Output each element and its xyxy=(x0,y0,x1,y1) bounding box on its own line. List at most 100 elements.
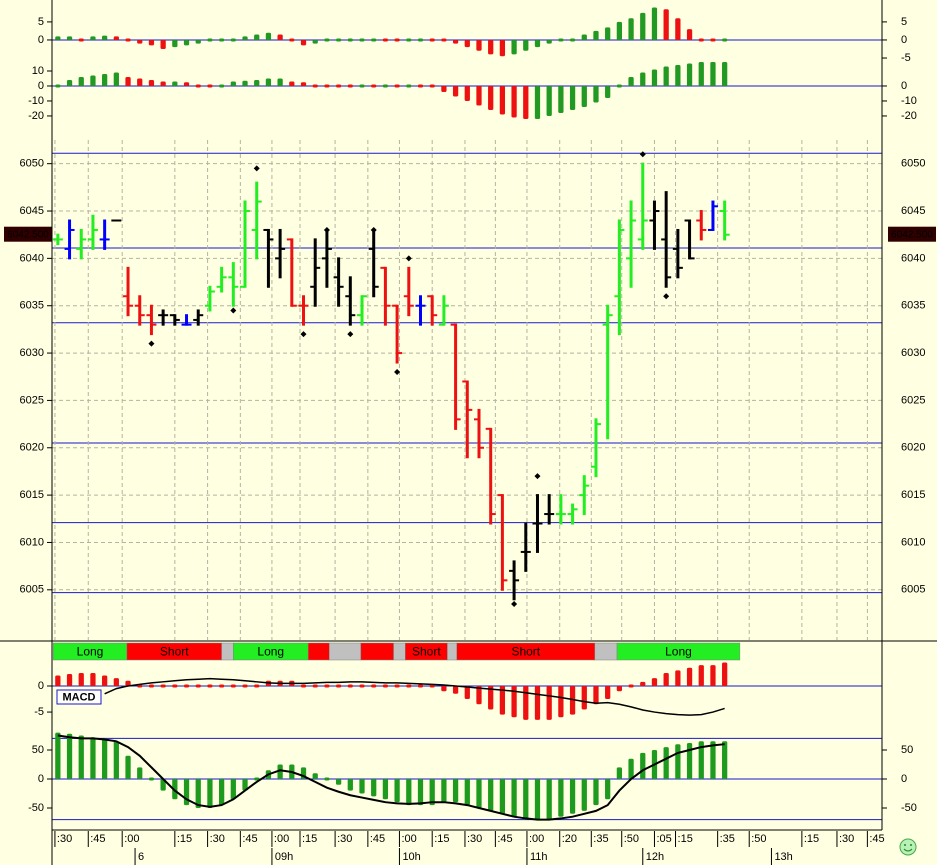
histogram-bar xyxy=(382,84,389,88)
y2-tick-label: 6030 xyxy=(901,347,925,359)
signal-segment xyxy=(447,642,458,661)
histogram-bar xyxy=(335,684,342,688)
histogram-bar xyxy=(686,29,693,40)
x-tick-label: :15 xyxy=(434,833,449,845)
histogram-bar xyxy=(441,85,447,92)
signal-label: Short xyxy=(511,645,540,659)
y-tick-label: 10 xyxy=(32,65,44,77)
x-tick-label: :45 xyxy=(90,833,105,845)
histogram-bar xyxy=(172,81,178,86)
y2-tick-label: -20 xyxy=(901,110,917,122)
x-tick-label: :45 xyxy=(869,833,884,845)
last-price-box xyxy=(888,226,936,242)
histogram-bar xyxy=(289,81,295,86)
histogram-bar xyxy=(593,30,599,40)
x-tick-label: :00 xyxy=(401,833,416,845)
y-tick-label: 6035 xyxy=(20,300,44,312)
x-tick-label: :15 xyxy=(804,833,819,845)
pivot-marker xyxy=(323,226,330,233)
histogram-bar xyxy=(242,80,248,86)
histogram-bar xyxy=(125,76,131,86)
x-tick-label: :45 xyxy=(242,833,257,845)
x-tick-label: :30 xyxy=(467,833,482,845)
y2-tick-label: 6045 xyxy=(901,205,925,217)
y2-tick-label: 6015 xyxy=(901,489,925,501)
histogram-bar xyxy=(137,78,143,86)
histogram-bar xyxy=(195,778,201,808)
histogram-bar xyxy=(66,733,73,779)
histogram-bar xyxy=(569,85,576,110)
histogram-bar xyxy=(675,670,681,686)
x-hour-label: 09h xyxy=(275,851,293,863)
histogram-bar xyxy=(651,69,658,86)
histogram-bar xyxy=(464,85,470,101)
histogram-bar xyxy=(628,758,634,779)
y-tick-label: 5 xyxy=(38,16,44,28)
histogram-bar xyxy=(242,684,248,688)
histogram-bar xyxy=(242,36,248,40)
histogram-bar xyxy=(663,9,669,40)
histogram-bar xyxy=(558,85,564,113)
signal-segment xyxy=(329,642,362,661)
histogram-bar xyxy=(254,34,260,40)
histogram-bar xyxy=(148,777,155,781)
histogram-bar xyxy=(675,18,681,40)
y2-tick-label: -10 xyxy=(901,95,917,107)
x-hour-label: 12h xyxy=(646,851,664,863)
y2-tick-label: -50 xyxy=(901,802,917,814)
y2-tick-label: 6010 xyxy=(901,536,925,548)
histogram-bar xyxy=(172,684,178,688)
pivot-marker xyxy=(148,340,155,347)
histogram-bar xyxy=(207,778,213,808)
histogram-bar xyxy=(55,84,61,88)
histogram-bar xyxy=(242,778,248,791)
y-tick-label: 0 xyxy=(38,80,44,92)
histogram-bar xyxy=(488,85,494,110)
histogram-bar xyxy=(218,38,225,42)
histogram-bar xyxy=(66,36,73,40)
histogram-bar xyxy=(663,66,669,86)
status-icon-mouth xyxy=(903,848,913,852)
histogram-bar xyxy=(429,84,435,88)
histogram-bar xyxy=(710,62,716,86)
histogram-bar xyxy=(324,777,330,781)
y-tick-label: 50 xyxy=(32,744,44,756)
status-icon-eye xyxy=(910,844,912,846)
histogram-bar xyxy=(511,39,517,55)
histogram-bar xyxy=(663,747,669,779)
histogram-bar xyxy=(406,38,412,42)
histogram-bar xyxy=(324,684,330,688)
histogram-bar xyxy=(335,38,342,42)
histogram-bar xyxy=(722,38,728,42)
histogram-bar xyxy=(359,38,365,42)
signal-segment xyxy=(360,642,394,661)
indicator-line xyxy=(57,734,725,821)
histogram-bar xyxy=(651,678,658,686)
histogram-bar xyxy=(476,685,482,705)
x-tick-label: :30 xyxy=(57,833,72,845)
y2-tick-label: 6040 xyxy=(901,252,925,264)
histogram-bar xyxy=(382,38,389,42)
histogram-bar xyxy=(102,738,108,779)
histogram-bar xyxy=(476,39,482,51)
signal-segment xyxy=(221,642,234,661)
y2-tick-label: 6005 xyxy=(901,584,925,596)
histogram-bar xyxy=(511,685,517,718)
histogram-bar xyxy=(230,81,236,86)
histogram-bar xyxy=(102,35,108,40)
histogram-bar xyxy=(511,778,517,817)
pivot-marker xyxy=(394,369,401,376)
histogram-bar xyxy=(55,36,61,40)
y-tick-label: 6005 xyxy=(20,584,44,596)
histogram-bar xyxy=(90,36,96,40)
histogram-bar xyxy=(628,18,634,40)
histogram-bar xyxy=(312,684,318,688)
histogram-bar xyxy=(593,85,599,103)
pivot-marker xyxy=(405,255,412,262)
x-tick-label: :15 xyxy=(302,833,317,845)
signal-label: Long xyxy=(257,645,284,659)
histogram-bar xyxy=(382,778,389,800)
histogram-bar xyxy=(300,82,307,86)
histogram-bar xyxy=(148,79,155,86)
y2-tick-label: 0 xyxy=(901,80,907,92)
